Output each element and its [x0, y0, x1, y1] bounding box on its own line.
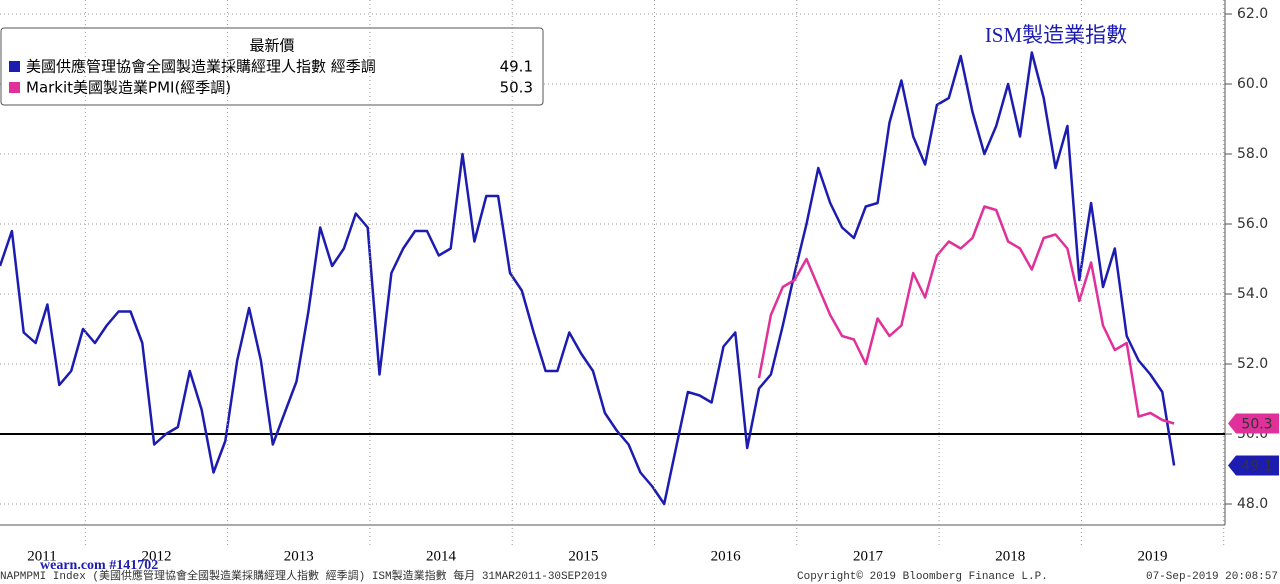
year-label: 2014 — [426, 548, 457, 564]
legend-title: 最新價 — [249, 37, 294, 55]
y-tick-label: 58.0 — [1237, 146, 1268, 162]
y-tick-label: 52.0 — [1237, 356, 1268, 372]
annotation: ISM製造業指數 — [985, 23, 1127, 47]
y-tick-label: 60.0 — [1237, 76, 1268, 92]
value-tag-label: 50.3 — [1241, 417, 1272, 433]
value-tag — [1228, 413, 1279, 434]
legend-label: Markit美國製造業PMI(經季調) — [26, 79, 231, 97]
footer-right: 07-Sep-2019 20:08:57 — [1146, 571, 1278, 583]
year-label: 2011 — [27, 548, 56, 564]
year-label: 2017 — [853, 548, 884, 564]
footer-center: Copyright© 2019 Bloomberg Finance L.P. — [797, 571, 1048, 583]
legend-box — [0, 27, 544, 106]
year-label: 2013 — [284, 548, 314, 564]
legend-swatch — [9, 61, 20, 72]
legend-label: 美國供應管理協會全國製造業採購經理人指數 經季調 — [26, 58, 376, 76]
year-label: 2019 — [1138, 548, 1168, 564]
value-tag — [1228, 455, 1279, 476]
y-tick-label: 56.0 — [1237, 216, 1268, 232]
series-line — [0, 51, 1176, 506]
year-label: 2015 — [568, 548, 598, 564]
y-tick-label: 62.0 — [1237, 6, 1268, 22]
legend-value: 49.1 — [500, 58, 533, 76]
year-label: 2016 — [711, 548, 742, 564]
legend-swatch — [9, 82, 20, 93]
y-tick-label: 48.0 — [1237, 496, 1268, 512]
watermark: wearn.com #141702 — [40, 558, 158, 573]
value-tag-label: 49.1 — [1241, 459, 1272, 475]
legend-value: 50.3 — [500, 79, 533, 97]
series-line — [757, 205, 1175, 425]
year-label: 2018 — [995, 548, 1025, 564]
year-axis: 2011 2012 2013 2014 2015 2016 2017 2018 2019 — [27, 0, 1225, 564]
lines — [0, 51, 1176, 506]
footer-left: NAPMPMI Index (美國供應管理協會全國製造業採購經理人指數 經季調)… — [0, 568, 607, 583]
y-tick-label: 54.0 — [1237, 286, 1268, 302]
legend: 最新價 美國供應管理協會全國製造業採購經理人指數 經季調 49.1 Markit… — [0, 27, 544, 106]
year-label: 2012 — [141, 548, 171, 564]
